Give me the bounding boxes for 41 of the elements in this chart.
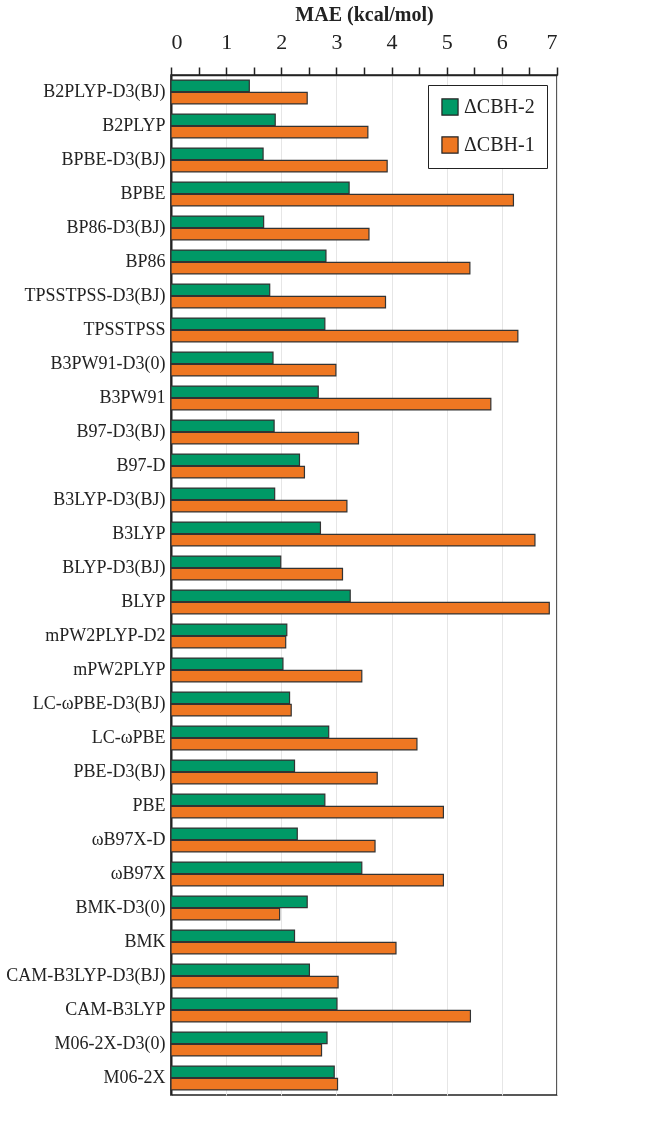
x-tick-label: 7 [546,28,558,54]
x-tick-label: 3 [331,28,343,54]
y-tick-label: BPBE [120,183,166,203]
y-tick-label: LC-ωPBE-D3(BJ) [32,693,166,714]
y-tick-label: ωB97X [110,863,166,883]
y-tick-label: BP86-D3(BJ) [66,217,166,238]
y-tick-label: mPW2PLYP [73,659,166,679]
y-tick-label: ωB97X-D [91,829,166,849]
y-tick-label: TPSSTPSS [83,319,166,339]
y-tick-label: B3LYP [112,523,166,543]
x-tick-label: 4 [386,28,398,54]
y-tick-label: CAM-B3LYP-D3(BJ) [6,965,166,986]
x-tick-label: 5 [441,28,453,54]
y-tick-label: PBE [132,795,166,815]
y-tick-label: PBE-D3(BJ) [73,761,166,782]
y-tick-label: BLYP-D3(BJ) [62,557,166,578]
x-tick-label: 2 [276,28,288,54]
y-tick-label: mPW2PLYP-D2 [45,625,166,645]
y-tick-label: B2PLYP [102,115,166,135]
x-axis-title: MAE (kcal/mol) [295,2,434,26]
y-tick-label: BPBE-D3(BJ) [61,149,166,170]
x-tick-label: 1 [221,28,233,54]
y-tick-label: BLYP [121,591,166,611]
y-tick-label: B97-D3(BJ) [76,421,166,442]
y-tick-label: TPSSTPSS-D3(BJ) [24,285,166,306]
y-tick-label: B2PLYP-D3(BJ) [43,81,166,102]
y-tick-label: B3PW91-D3(0) [50,353,166,374]
y-tick-label: B97-D [116,455,166,475]
y-tick-label: M06-2X-D3(0) [54,1033,166,1054]
y-tick-label: M06-2X [103,1067,166,1087]
y-tick-label: B3PW91 [99,387,166,407]
y-tick-label: BMK-D3(0) [75,897,166,918]
y-tick-label: CAM-B3LYP [65,999,166,1019]
y-tick-label: B3LYP-D3(BJ) [53,489,166,510]
x-tick-label: 0 [171,28,183,54]
y-tick-label: LC-ωPBE [91,727,166,747]
legend-label: ΔCBH-2 [464,95,535,117]
y-tick-label: BP86 [125,251,166,271]
x-tick-label: 6 [496,28,508,54]
legend-label: ΔCBH-1 [464,133,535,155]
y-tick-label: BMK [124,931,166,951]
